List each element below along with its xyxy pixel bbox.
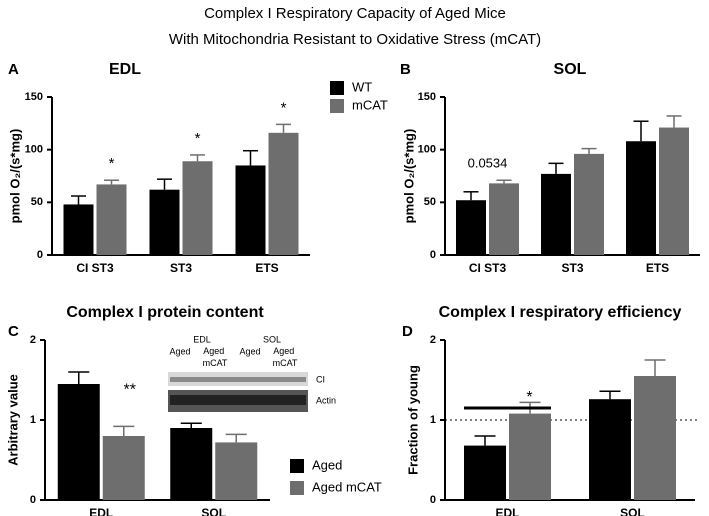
y-axis-label: pmol O₂/(s*mg) bbox=[401, 129, 416, 224]
y-tick-label: 0 bbox=[430, 494, 436, 506]
significance: * bbox=[281, 99, 287, 116]
x-tick-label: SOL bbox=[620, 506, 645, 516]
bar bbox=[149, 189, 180, 255]
blot-band-ci-signal bbox=[170, 377, 306, 382]
bar bbox=[57, 384, 100, 500]
y-tick-label: 1 bbox=[30, 414, 36, 426]
y-tick-label: 150 bbox=[418, 91, 436, 103]
blot-band-actin-signal bbox=[170, 395, 306, 405]
figure-title: Complex I Respiratory Capacity of Aged M… bbox=[204, 5, 506, 22]
blot-lane-label: Aged bbox=[169, 346, 190, 356]
bar bbox=[574, 153, 604, 255]
y-axis-label: Fraction of young bbox=[405, 365, 420, 475]
bar bbox=[634, 376, 676, 500]
legend-label: mCAT bbox=[352, 97, 388, 112]
panel-title: EDL bbox=[109, 61, 141, 78]
bar bbox=[182, 161, 213, 255]
y-tick-label: 1 bbox=[430, 414, 436, 426]
y-axis-label: Arbitrary value bbox=[5, 374, 20, 466]
western-blot bbox=[168, 372, 308, 412]
blot-lane-label: Aged mCAT bbox=[203, 346, 228, 368]
panel-label: C bbox=[8, 323, 19, 340]
y-axis-label: pmol O₂/(s*mg) bbox=[7, 129, 22, 224]
y-tick-label: 0 bbox=[37, 249, 43, 261]
y-tick-label: 0 bbox=[30, 494, 36, 506]
bar bbox=[63, 204, 94, 255]
bar bbox=[589, 399, 631, 500]
x-tick-label: ETS bbox=[255, 261, 278, 275]
x-tick-label: CI ST3 bbox=[469, 261, 507, 275]
bar bbox=[170, 428, 213, 500]
bar bbox=[659, 127, 689, 255]
y-tick-label: 100 bbox=[25, 144, 43, 156]
significance: * bbox=[195, 130, 201, 147]
bar bbox=[489, 183, 519, 255]
bar bbox=[541, 173, 571, 255]
y-tick-label: 50 bbox=[31, 196, 43, 208]
bar bbox=[102, 436, 145, 500]
x-tick-label: EDL bbox=[89, 506, 113, 516]
legend-swatch bbox=[330, 81, 344, 95]
y-tick-label: 150 bbox=[25, 91, 43, 103]
legend-swatch bbox=[330, 99, 344, 113]
y-tick-label: 0 bbox=[430, 249, 436, 261]
legend-label: Aged bbox=[312, 457, 342, 472]
legend-swatch bbox=[290, 481, 304, 495]
significance: * bbox=[109, 155, 115, 172]
bar bbox=[96, 184, 127, 255]
x-tick-label: ST3 bbox=[561, 261, 583, 275]
panel-label: A bbox=[8, 61, 19, 78]
bar bbox=[464, 445, 506, 500]
bar bbox=[235, 165, 266, 255]
panel-label: B bbox=[400, 61, 411, 78]
bar bbox=[215, 442, 258, 500]
legend-label: WT bbox=[352, 79, 372, 94]
y-tick-label: 50 bbox=[424, 196, 436, 208]
figure-subtitle: With Mitochondria Resistant to Oxidative… bbox=[169, 31, 541, 48]
legend-swatch bbox=[290, 459, 304, 473]
x-tick-label: ST3 bbox=[170, 261, 192, 275]
p-value: 0.0534 bbox=[468, 156, 508, 171]
x-tick-label: ETS bbox=[646, 261, 669, 275]
bar bbox=[268, 132, 299, 255]
blot-lane-label: Aged bbox=[239, 346, 260, 356]
significance: * bbox=[526, 389, 532, 406]
x-tick-label: SOL bbox=[201, 506, 226, 516]
panel-title: SOL bbox=[554, 61, 587, 78]
blot-lane-label: Aged mCAT bbox=[273, 346, 298, 368]
blot-group-label: EDL bbox=[193, 334, 211, 344]
x-tick-label: EDL bbox=[496, 506, 520, 516]
legend-label: Aged mCAT bbox=[312, 479, 382, 494]
y-tick-label: 2 bbox=[30, 334, 36, 346]
bar bbox=[626, 141, 656, 255]
x-tick-label: CI ST3 bbox=[76, 261, 114, 275]
panel-label: D bbox=[402, 323, 413, 340]
panel-title: Complex I respiratory efficiency bbox=[439, 304, 682, 321]
significance: ** bbox=[124, 382, 136, 399]
blot-group-label: SOL bbox=[263, 334, 281, 344]
bar bbox=[509, 413, 551, 500]
blot-band-label: Actin bbox=[316, 395, 336, 405]
y-tick-label: 2 bbox=[430, 334, 436, 346]
blot-band-label: CI bbox=[316, 374, 325, 384]
panel-title: Complex I protein content bbox=[66, 304, 264, 321]
bar bbox=[456, 200, 486, 255]
y-tick-label: 100 bbox=[418, 144, 436, 156]
